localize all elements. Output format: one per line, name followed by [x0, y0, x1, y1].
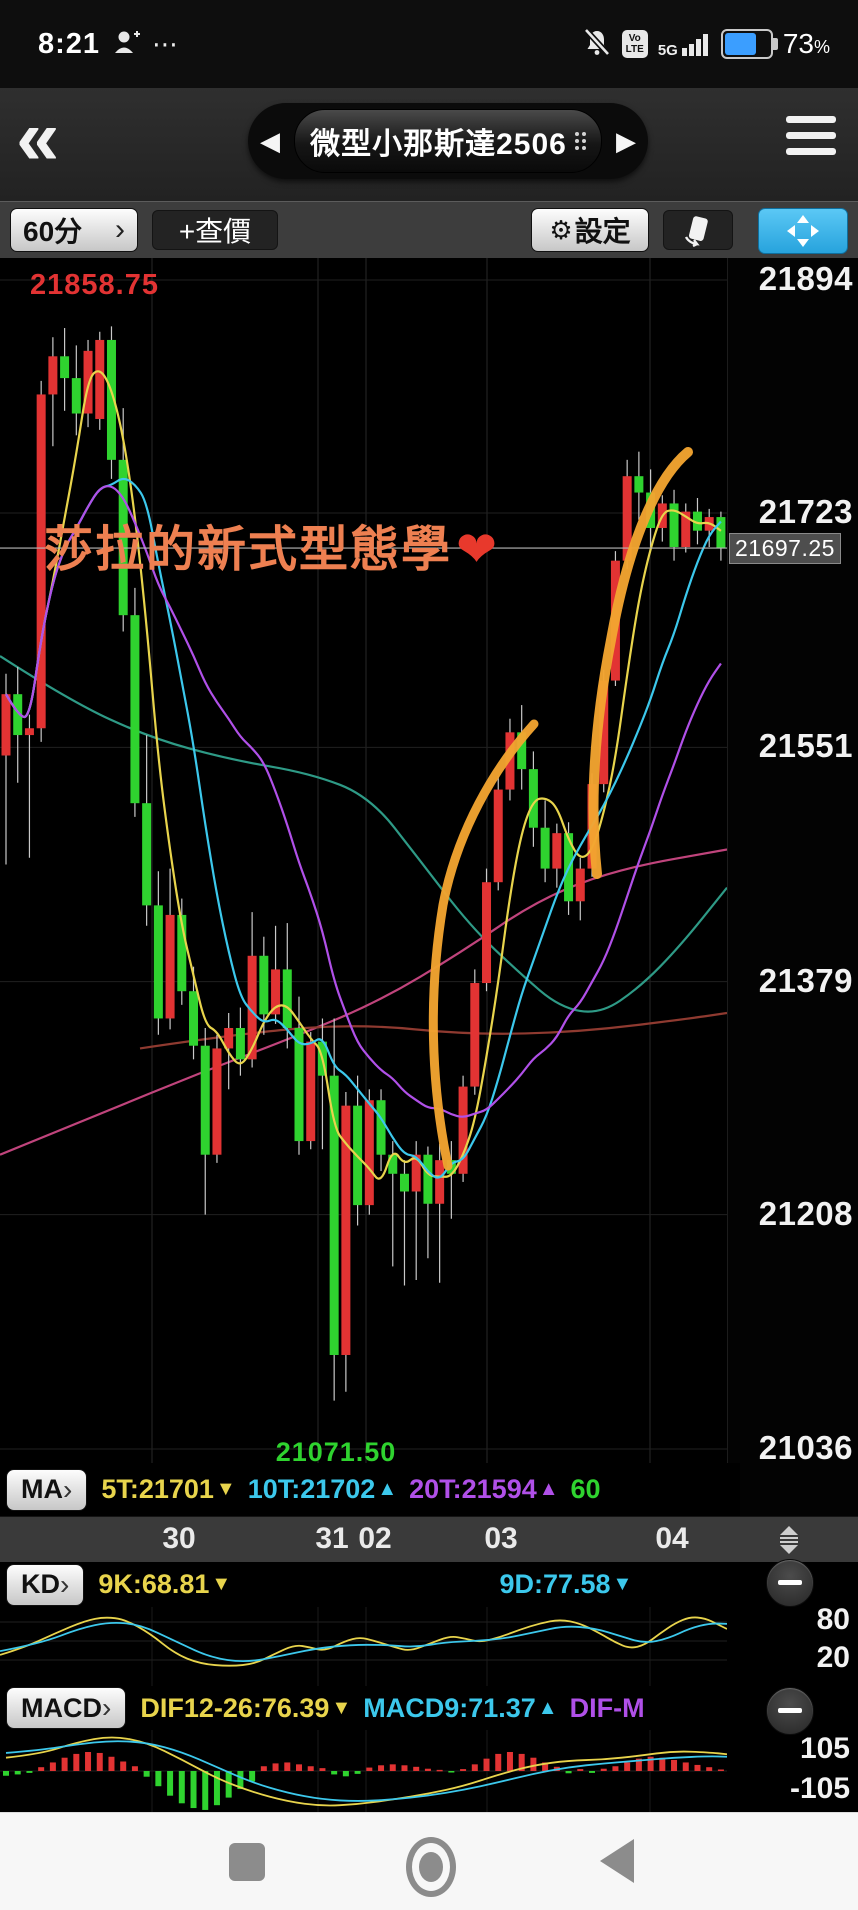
settings-button[interactable]: ⚙ 設定 [531, 208, 649, 252]
price-axis-label: 21551 [758, 727, 853, 765]
legend-item: 10T:21702 ▲ [247, 1474, 398, 1504]
legend-item: 20T:21594 ▲ [409, 1474, 559, 1504]
battery-icon [720, 29, 778, 59]
ma-legend-row: MA › 5T:21701 ▼ 10T:21702 ▲ 20T:21594 ▲ 60 [0, 1463, 740, 1516]
rotate-icon [684, 216, 708, 247]
price-chart[interactable]: 21858.75 21071.50 莎拉的新式型態學❤ [0, 258, 727, 1516]
price-axis-label: 21036 [758, 1429, 853, 1466]
battery-percent: 73% [782, 28, 830, 59]
clock: 8:21 [38, 27, 101, 60]
indicator-axis-label: 80 [816, 1603, 850, 1636]
nav-bar: « ◀ 微型小那斯達2506 ▶ [0, 88, 858, 201]
next-symbol-button[interactable]: ▶ [616, 125, 636, 156]
time-axis-label: 04 [655, 1522, 689, 1555]
indicator-axis-label: -105 [789, 1772, 850, 1805]
move-arrows-icon [787, 215, 819, 247]
menu-button[interactable] [786, 116, 836, 155]
contact-icon [112, 28, 141, 61]
price-axis-label: 21379 [758, 961, 853, 999]
macd-chart[interactable] [0, 1730, 727, 1812]
indicator-axis-label: 20 [816, 1641, 850, 1674]
symbol-title: 微型小那斯達2506 [310, 128, 567, 161]
mute-bell-icon [582, 27, 612, 62]
time-axis-label: 30 [162, 1522, 196, 1555]
status-bar: 8:21 ⋯ Vo LTE 5G 73% [0, 0, 858, 88]
chart-toolbar: 60分 › +查價 ⚙ 設定 [0, 201, 858, 260]
price-axis-label: 21723 [758, 492, 853, 530]
time-axis-label: 31 [315, 1522, 349, 1555]
prev-symbol-button[interactable]: ◀ [260, 125, 280, 156]
legend-item: 9D:77.58 ▼ [499, 1569, 633, 1599]
home-button[interactable] [406, 1837, 456, 1897]
kd-legend-row: KD › 9K:68.81 ▼ 9D:77.58 ▼ [0, 1562, 858, 1607]
pan-mode-button[interactable] [758, 208, 848, 254]
watermark-text: 莎拉的新式型態學❤ [44, 523, 499, 577]
session-high-label: 21858.75 [30, 269, 159, 301]
legend-item: MACD9:71.37 ▲ [363, 1692, 558, 1723]
back-button[interactable]: « [16, 93, 60, 181]
symbol-pill[interactable]: 微型小那斯達2506 [294, 109, 602, 173]
ma-settings-button[interactable]: MA › [6, 1468, 88, 1511]
add-quote-button[interactable]: +查價 [152, 210, 278, 250]
legend-item: 5T:21701 ▼ [101, 1474, 236, 1504]
android-nav-bar [0, 1812, 858, 1910]
legend-item: DIF12-26:76.39 ▼ [140, 1692, 352, 1723]
legend-item: 60 [570, 1474, 601, 1504]
price-axis-label: 21208 [758, 1194, 853, 1232]
recents-button[interactable] [229, 1843, 265, 1881]
signal-icon: 5G [658, 31, 711, 58]
symbol-options-icon[interactable] [574, 132, 586, 150]
gear-icon: ⚙ [549, 214, 573, 245]
legend-item: 9K:68.81 ▼ [98, 1569, 232, 1599]
session-low-label: 21071.50 [276, 1437, 397, 1467]
macd-collapse-button[interactable] [766, 1687, 814, 1735]
kd-settings-button[interactable]: KD › [6, 1563, 85, 1606]
legend-item: DIF-M [569, 1692, 645, 1723]
time-axis-label: 02 [358, 1522, 392, 1555]
symbol-selector[interactable]: ◀ 微型小那斯達2506 ▶ [248, 103, 648, 179]
indicator-axis-label: 105 [799, 1732, 850, 1765]
macd-settings-button[interactable]: MACD › [6, 1687, 127, 1729]
timeframe-button[interactable]: 60分 › [10, 208, 138, 252]
price-axis: 21894 21723 21551 21379 21208 21036 21697.25 [727, 258, 858, 1516]
price-axis-label: 21894 [758, 260, 853, 297]
time-axis-label: 03 [484, 1522, 518, 1555]
pane-resize-icon[interactable] [776, 1521, 802, 1559]
kd-collapse-button[interactable] [766, 1559, 814, 1607]
macd-legend-row: MACD › DIF12-26:76.39 ▼ MACD9:71.37 ▲ DIF-M [0, 1686, 858, 1730]
android-back-button[interactable] [600, 1839, 634, 1883]
last-price-tag: 21697.25 [729, 533, 841, 565]
time-axis: 30 31 02 03 04 [0, 1516, 858, 1564]
rotate-screen-button[interactable] [663, 210, 733, 250]
volte-icon: Vo LTE [621, 30, 648, 58]
kd-chart[interactable] [0, 1607, 727, 1686]
more-notifications-icon: ⋯ [152, 28, 182, 59]
